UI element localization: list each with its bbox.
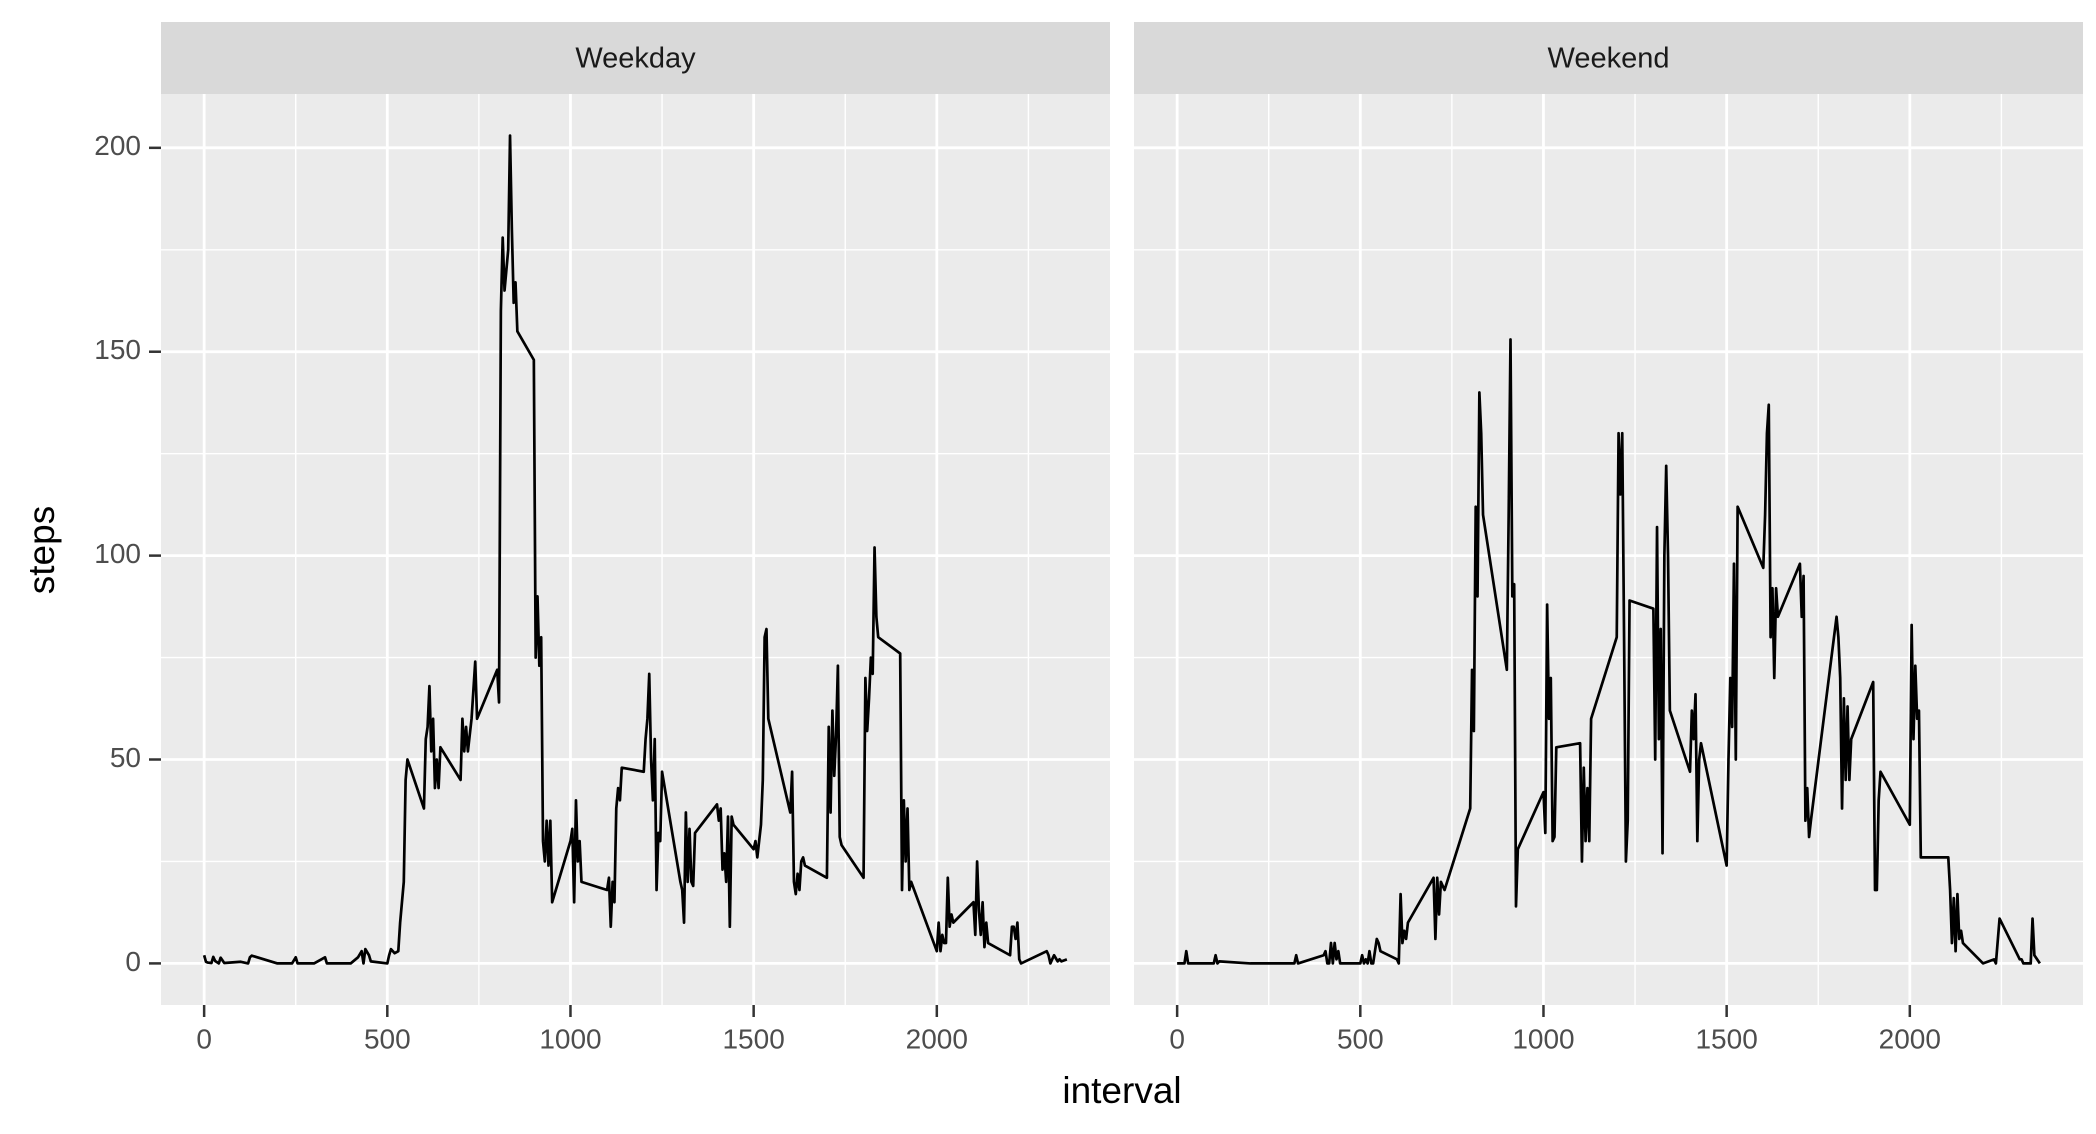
x-tick-label: 0 bbox=[196, 1023, 212, 1054]
data-line bbox=[1177, 338, 2041, 965]
y-axis-title: steps bbox=[21, 506, 62, 594]
x-tick-label: 1000 bbox=[539, 1023, 601, 1054]
x-tick-label: 500 bbox=[364, 1023, 411, 1054]
x-tick-label: 2000 bbox=[1879, 1023, 1941, 1054]
x-tick-label: 1500 bbox=[1695, 1023, 1757, 1054]
x-tick-label: 0 bbox=[1169, 1023, 1185, 1054]
y-tick-label: 150 bbox=[94, 334, 141, 365]
panel-background bbox=[161, 94, 1110, 1005]
y-tick-label: 50 bbox=[110, 742, 141, 773]
y-tick-label: 200 bbox=[94, 130, 141, 161]
x-tick-label: 500 bbox=[1337, 1023, 1384, 1054]
data-line bbox=[202, 134, 1068, 965]
x-tick-label: 1000 bbox=[1512, 1023, 1574, 1054]
x-axis-title: interval bbox=[1062, 1070, 1181, 1111]
strip-background bbox=[161, 22, 1110, 94]
y-tick-label: 100 bbox=[94, 538, 141, 569]
panel-background bbox=[1134, 94, 2083, 1005]
strip-label: Weekend bbox=[1548, 43, 1670, 75]
strip-label: Weekday bbox=[575, 43, 696, 75]
x-tick-label: 2000 bbox=[906, 1023, 968, 1054]
y-tick-label: 0 bbox=[125, 946, 141, 977]
strip-background bbox=[1134, 22, 2083, 94]
x-tick-label: 1500 bbox=[722, 1023, 784, 1054]
